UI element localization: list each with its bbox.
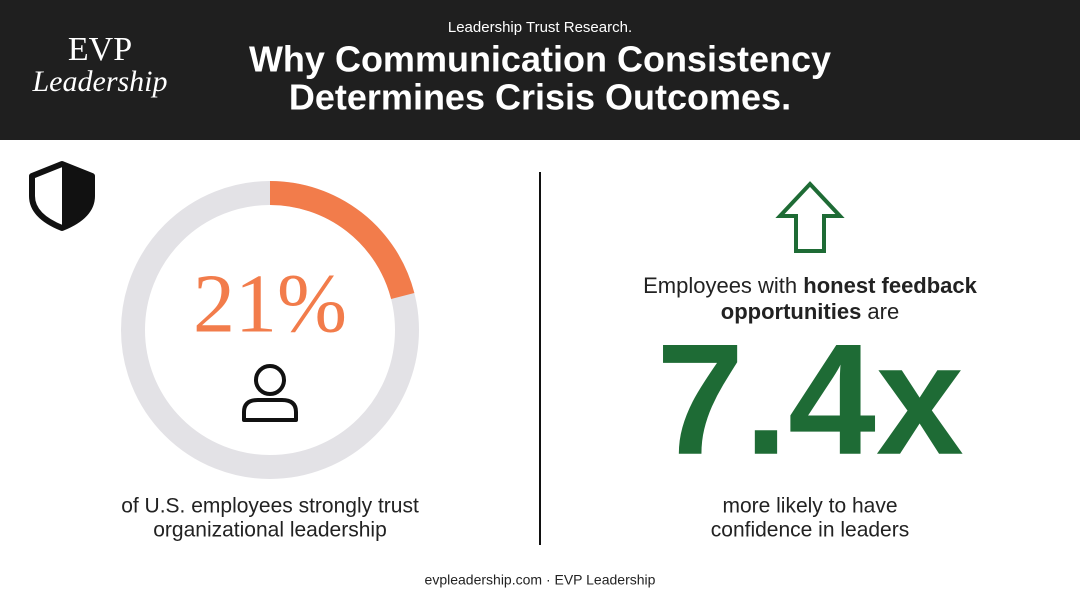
intro-bold: opportunities	[721, 299, 862, 324]
intro-plain: are	[861, 299, 899, 324]
caption-line: of U.S. employees strongly trust	[121, 495, 419, 518]
title-line: Why Communication Consistency	[249, 39, 831, 80]
footer: evpleadership.com · EVP Leadership	[425, 572, 656, 588]
header-band	[0, 0, 1080, 140]
donut-arc	[121, 181, 419, 479]
kicker: Leadership Trust Research.	[448, 19, 632, 36]
caption-line: organizational leadership	[153, 519, 387, 542]
caption-line: confidence in leaders	[711, 519, 909, 542]
intro-plain: Employees with	[643, 273, 803, 298]
logo-top: EVP	[68, 31, 132, 68]
intro-line: Employees with honest feedback	[643, 273, 978, 298]
shield-icon	[29, 161, 95, 231]
up-arrow	[775, 181, 845, 253]
intro-bold: honest feedback	[803, 273, 977, 298]
logo-bottom: Leadership	[32, 65, 168, 98]
caption-line: more likely to have	[722, 495, 897, 518]
multiplier: 7.4x	[656, 312, 964, 488]
title-line: Determines Crisis Outcomes.	[289, 77, 791, 118]
intro-line: opportunities are	[721, 299, 899, 324]
percent-label: 21%	[193, 257, 347, 350]
person-icon	[242, 364, 298, 422]
